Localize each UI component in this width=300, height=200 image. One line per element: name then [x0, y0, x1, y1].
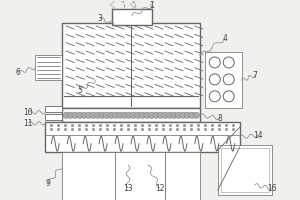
- Text: 9: 9: [46, 179, 51, 188]
- Circle shape: [90, 112, 96, 118]
- Text: 8: 8: [218, 114, 222, 123]
- Bar: [62, 108, 200, 122]
- Circle shape: [112, 112, 119, 118]
- Bar: [45, 106, 62, 112]
- Circle shape: [209, 57, 220, 68]
- Text: 7: 7: [252, 71, 257, 80]
- Circle shape: [130, 112, 137, 118]
- Circle shape: [223, 57, 234, 68]
- Bar: [45, 122, 240, 152]
- Text: 3: 3: [98, 14, 103, 23]
- Circle shape: [126, 112, 132, 118]
- Text: 10: 10: [24, 108, 33, 117]
- Circle shape: [81, 112, 87, 118]
- Circle shape: [99, 112, 105, 118]
- Circle shape: [175, 112, 182, 118]
- Text: 13: 13: [123, 184, 133, 193]
- Bar: [45, 114, 62, 120]
- Circle shape: [209, 74, 220, 85]
- Circle shape: [223, 74, 234, 85]
- Circle shape: [162, 112, 168, 118]
- Circle shape: [180, 112, 186, 118]
- Bar: [35, 55, 62, 80]
- Text: 4: 4: [222, 34, 227, 43]
- Circle shape: [148, 112, 155, 118]
- Bar: [62, 23, 200, 108]
- Circle shape: [184, 112, 190, 118]
- Text: 1: 1: [150, 1, 154, 10]
- Text: 12: 12: [155, 184, 165, 193]
- Circle shape: [85, 112, 92, 118]
- Circle shape: [108, 112, 114, 118]
- Circle shape: [76, 112, 83, 118]
- Bar: [62, 152, 115, 200]
- Text: 5: 5: [78, 86, 83, 95]
- Circle shape: [171, 112, 177, 118]
- Bar: [218, 145, 272, 195]
- Text: 16: 16: [267, 184, 276, 193]
- Circle shape: [72, 112, 78, 118]
- Bar: [205, 52, 242, 108]
- Circle shape: [153, 112, 159, 118]
- Circle shape: [122, 112, 128, 118]
- Circle shape: [117, 112, 123, 118]
- Circle shape: [209, 91, 220, 102]
- Circle shape: [166, 112, 172, 118]
- Circle shape: [139, 112, 146, 118]
- Circle shape: [135, 112, 141, 118]
- Circle shape: [68, 112, 74, 118]
- Bar: [115, 152, 165, 200]
- Circle shape: [193, 112, 200, 118]
- Bar: [112, 9, 152, 25]
- Circle shape: [94, 112, 101, 118]
- Circle shape: [223, 91, 234, 102]
- Text: 14: 14: [253, 131, 262, 140]
- Circle shape: [189, 112, 195, 118]
- Text: 11: 11: [24, 119, 33, 128]
- Circle shape: [63, 112, 70, 118]
- Circle shape: [103, 112, 110, 118]
- Bar: [221, 148, 268, 192]
- Circle shape: [157, 112, 164, 118]
- Circle shape: [144, 112, 150, 118]
- Text: 6: 6: [16, 68, 21, 77]
- Bar: [165, 152, 200, 200]
